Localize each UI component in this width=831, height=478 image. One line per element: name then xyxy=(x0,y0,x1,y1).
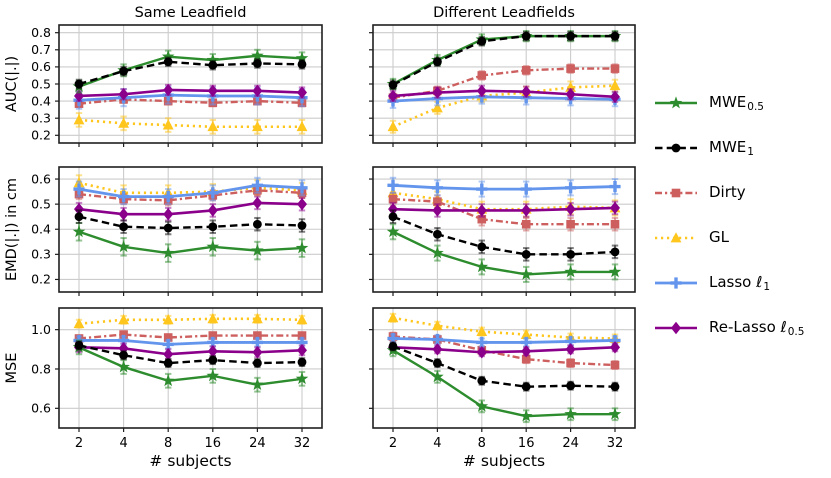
legend-label: GL xyxy=(709,228,729,246)
legend-label: MWE1 xyxy=(709,138,754,158)
legend-label: Lasso ℓ1 xyxy=(709,273,771,293)
y-axis-label: MSE xyxy=(4,353,20,384)
svg-text:0.4: 0.4 xyxy=(31,93,51,108)
svg-text:4: 4 xyxy=(119,436,127,451)
svg-text:24: 24 xyxy=(562,436,579,451)
subplot-mse-diff: 2 4 8 16 24 32# subjects xyxy=(369,307,636,470)
svg-text:16: 16 xyxy=(205,436,222,451)
subplot-emd-diff xyxy=(369,166,636,296)
series-lasso xyxy=(387,176,621,198)
svg-text:8: 8 xyxy=(164,436,172,451)
svg-text:0.3: 0.3 xyxy=(31,247,51,262)
y-axis-label: AUC(|.|) xyxy=(4,56,20,112)
legend-label: Dirty xyxy=(709,183,746,201)
lasso-line-plus-icon xyxy=(655,276,697,289)
svg-text:0.3: 0.3 xyxy=(31,111,51,126)
subplot-auc-same: 0.2 0.3 0.4 0.5 0.6 0.7 0.8 Same Leadfield AUC(|… xyxy=(4,5,323,147)
series-mwe1 xyxy=(388,30,620,91)
x-axis-label: # subjects xyxy=(149,452,231,470)
series-gl xyxy=(73,313,308,329)
svg-text:0.8: 0.8 xyxy=(31,361,51,376)
series-lasso xyxy=(73,176,308,206)
svg-text:4: 4 xyxy=(433,436,441,451)
subplot-auc-diff: Different Leadfields xyxy=(369,5,636,147)
column-title: Same Leadfield xyxy=(135,5,247,21)
gl-line-triangle-icon xyxy=(655,231,697,242)
svg-text:0.6: 0.6 xyxy=(31,59,51,74)
legend-item-dirty: Dirty xyxy=(653,182,803,203)
svg-text:0.2: 0.2 xyxy=(31,272,51,287)
series-mwe1 xyxy=(388,341,620,392)
series-mwe1 xyxy=(388,209,620,262)
series-gl xyxy=(387,78,621,134)
legend-label: Re-Lasso ℓ0.5 xyxy=(709,318,805,338)
svg-text:0.6: 0.6 xyxy=(31,171,51,186)
svg-text:1.0: 1.0 xyxy=(31,322,51,337)
subplot-emd-same: 0.2 0.3 0.4 0.5 0.6 EMD(|.|) in cm xyxy=(4,166,323,296)
series-relasso xyxy=(74,83,307,103)
series-mwe1 xyxy=(74,56,307,90)
svg-text:2: 2 xyxy=(389,436,397,451)
svg-text:0.5: 0.5 xyxy=(31,196,51,211)
svg-text:2: 2 xyxy=(75,436,83,451)
svg-text:0.5: 0.5 xyxy=(31,76,51,91)
series-lasso xyxy=(387,332,621,349)
y-axis-label: EMD(|.|) in cm xyxy=(4,178,20,281)
relasso-line-diamond-icon xyxy=(655,321,697,334)
legend-item-gl: GL xyxy=(653,227,803,248)
legend-label: MWE0.5 xyxy=(709,93,764,113)
legend-item-relasso: Re-Lasso ℓ0.5 xyxy=(653,317,805,338)
series-mwe05 xyxy=(72,48,309,94)
series-mwe05 xyxy=(72,339,309,393)
series-mwe1 xyxy=(74,340,307,369)
series-mwe05 xyxy=(386,343,622,424)
series-mwe05 xyxy=(72,221,309,263)
dirty-line-square-icon xyxy=(655,188,697,197)
svg-text:0.2: 0.2 xyxy=(31,128,51,143)
series-relasso xyxy=(388,84,620,104)
legend: MWE0.5 MWE1 Dirty GL Lasso ℓ1 Re-Lasso ℓ… xyxy=(653,92,805,362)
svg-text:0.7: 0.7 xyxy=(31,42,51,57)
legend-item-lasso: Lasso ℓ1 xyxy=(653,272,803,293)
x-axis-label: # subjects xyxy=(463,452,545,470)
series-mwe1 xyxy=(74,209,307,236)
svg-text:16: 16 xyxy=(518,436,535,451)
svg-text:32: 32 xyxy=(607,436,624,451)
svg-text:24: 24 xyxy=(249,436,266,451)
mwe1-line-circle-icon xyxy=(655,143,697,152)
column-title: Different Leadfields xyxy=(433,5,575,21)
legend-item-mwe05: MWE0.5 xyxy=(653,92,803,113)
series-relasso xyxy=(74,195,307,222)
svg-text:8: 8 xyxy=(478,436,486,451)
svg-text:0.8: 0.8 xyxy=(31,25,51,40)
svg-text:0.4: 0.4 xyxy=(31,222,51,237)
series-dirty xyxy=(388,191,620,232)
svg-text:0.6: 0.6 xyxy=(31,401,51,416)
series-gl xyxy=(73,112,308,135)
mwe05-line-star-icon xyxy=(655,95,697,108)
series-mwe05 xyxy=(386,223,622,283)
svg-text:32: 32 xyxy=(294,436,311,451)
legend-item-mwe1: MWE1 xyxy=(653,137,803,158)
